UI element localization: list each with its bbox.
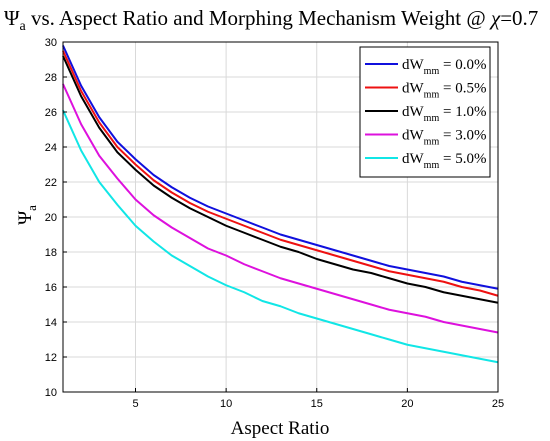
x-tick-label: 20	[401, 398, 413, 410]
legend-item: dWmm = 0.0%	[365, 57, 486, 77]
legend-subscript: mm	[424, 137, 440, 148]
legend-subscript: mm	[424, 113, 440, 124]
title-psi-symbol: Ψ	[4, 6, 20, 30]
legend-value: = 1.0%	[439, 104, 486, 120]
legend-value: = 5.0%	[439, 151, 486, 167]
legend-label: dWmm = 3.0%	[402, 128, 486, 148]
title-psi-subscript: a	[20, 19, 27, 34]
legend-subscript: mm	[424, 66, 440, 77]
y-tick-label: 18	[45, 247, 57, 259]
y-axis-title: Ψa	[15, 205, 39, 225]
series-line-3	[62, 83, 499, 334]
legend-prefix: dW	[402, 151, 425, 167]
title-chi-value: =0.7	[500, 6, 538, 30]
x-tick-label: 15	[311, 398, 323, 410]
legend-prefix: dW	[402, 57, 425, 73]
legend-subscript: mm	[424, 90, 440, 101]
y-tick-label: 26	[45, 107, 57, 119]
x-tick-label: 25	[492, 398, 504, 410]
legend-label: dWmm = 0.0%	[402, 57, 486, 77]
legend-label: dWmm = 5.0%	[402, 151, 486, 171]
series-line-0	[62, 45, 499, 290]
legend-label: dWmm = 1.0%	[402, 104, 486, 124]
legend-label: dWmm = 0.5%	[402, 81, 486, 101]
y-tick-label: 28	[45, 72, 57, 84]
legend-item: dWmm = 5.0%	[365, 151, 486, 171]
legend-item: dWmm = 1.0%	[365, 104, 486, 124]
series-line-2	[62, 55, 499, 304]
x-tick-label: 10	[220, 398, 232, 410]
y-tick-label: 10	[45, 387, 57, 399]
y-axis-psi-subscript: a	[24, 205, 39, 211]
legend-prefix: dW	[402, 128, 425, 144]
series-layer	[62, 45, 499, 364]
legend-prefix: dW	[402, 81, 425, 97]
legend-item: dWmm = 3.0%	[365, 128, 486, 148]
title-chi-symbol: χ	[489, 6, 501, 30]
title-main-text: vs. Aspect Ratio and Morphing Mechanism …	[26, 6, 491, 30]
x-tick-label: 5	[132, 398, 138, 410]
y-tick-label: 14	[45, 317, 57, 329]
y-tick-label: 16	[45, 282, 57, 294]
x-axis-title: Aspect Ratio	[231, 418, 330, 439]
legend: dWmm = 0.0%dWmm = 0.5%dWmm = 1.0%dWmm = …	[359, 46, 491, 178]
legend-item: dWmm = 0.5%	[365, 81, 486, 101]
series-line-4	[62, 109, 499, 364]
y-tick-label: 22	[45, 177, 57, 189]
y-tick-label: 20	[45, 212, 57, 224]
legend-subscript: mm	[424, 160, 440, 171]
svg-text:Ψa: Ψa	[15, 205, 39, 225]
y-axis-psi-symbol: Ψ	[15, 211, 36, 225]
chart-title: Ψa vs. Aspect Ratio and Morphing Mechani…	[4, 6, 538, 34]
legend-value: = 3.0%	[439, 128, 486, 144]
tick-layer: 5 10 15 20 25 10 12 14 16 18 20 22 24 26 28 30	[45, 37, 504, 410]
legend-value: = 0.5%	[439, 81, 486, 97]
legend-prefix: dW	[402, 104, 425, 120]
y-tick-label: 12	[45, 352, 57, 364]
y-tick-label: 24	[45, 142, 57, 154]
series-line-1	[62, 50, 499, 297]
legend-value: = 0.0%	[439, 57, 486, 73]
y-tick-label: 30	[45, 37, 57, 49]
